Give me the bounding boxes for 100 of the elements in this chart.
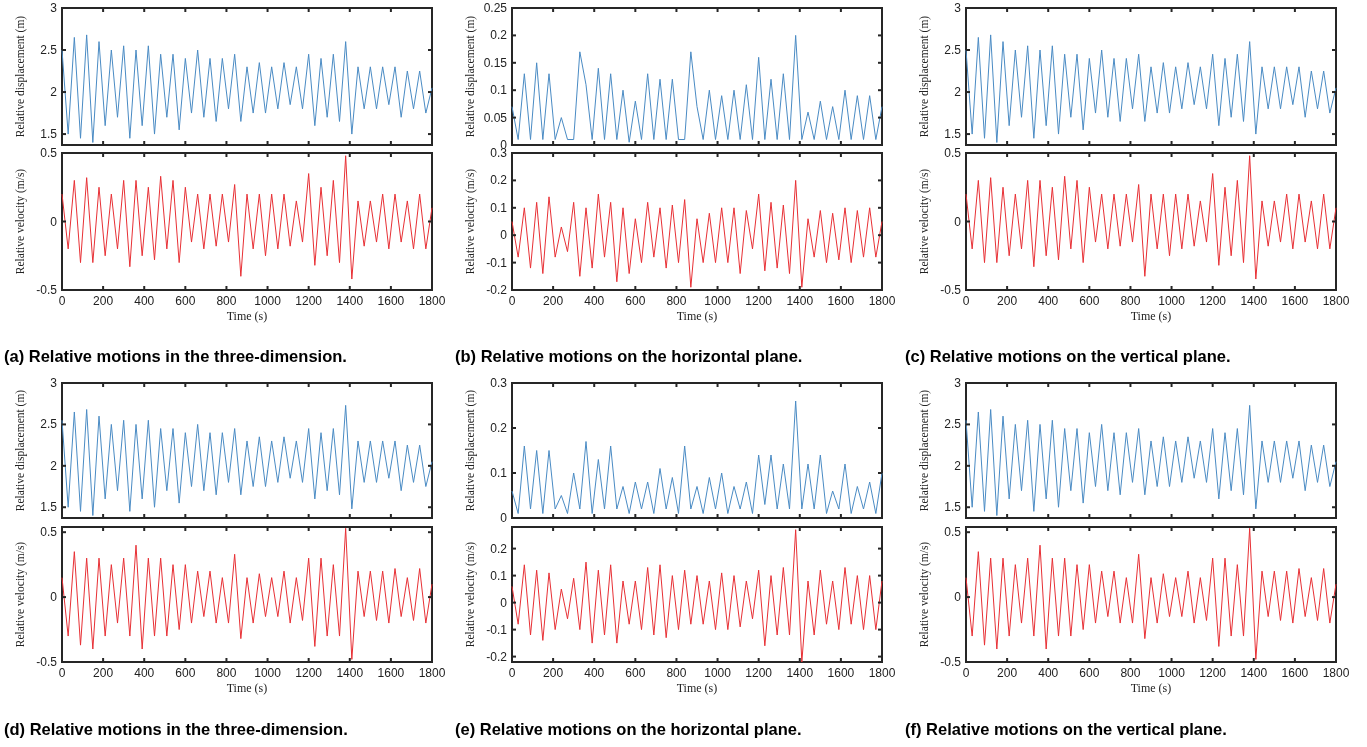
x-axis-title: Time (s) [226, 309, 268, 323]
line-series [61, 34, 433, 143]
x-tick-label: 400 [134, 294, 155, 308]
x-tick-label: 1800 [868, 294, 896, 308]
x-tick-label: 600 [175, 294, 196, 308]
line-series [61, 155, 433, 280]
x-tick-label: 200 [997, 294, 1018, 308]
x-tick-label: 1800 [418, 294, 446, 308]
x-axis-title: Time (s) [676, 309, 718, 323]
y-tick-label: 3 [50, 376, 58, 390]
x-tick-label: 800 [1120, 666, 1141, 680]
x-tick-label: 400 [1038, 294, 1059, 308]
y-tick-label: 0 [500, 228, 508, 243]
y-tick-label: -0.5 [940, 283, 962, 297]
x-tick-label: 1600 [377, 294, 405, 308]
line-series [511, 34, 883, 143]
x-tick-label: 400 [584, 294, 605, 308]
y-tick-label: 0 [954, 590, 962, 605]
x-tick-label: 1800 [868, 666, 896, 680]
x-tick-label: 1400 [336, 666, 364, 680]
x-tick-label: 1000 [1158, 666, 1186, 680]
text: (f) Relative motions on the vertical plane. [905, 720, 1227, 738]
y-tick-label: 2 [50, 458, 58, 473]
x-tick-label: 800 [216, 294, 237, 308]
x-tick-label: 1200 [745, 666, 773, 680]
y-tick-label: 3 [50, 1, 58, 15]
y-tick-label: 2.5 [40, 43, 58, 58]
x-tick-label: 1600 [827, 294, 855, 308]
x-axis-title: Time (s) [1130, 309, 1172, 323]
y-tick-label: 0.5 [944, 525, 962, 540]
x-tick-label: 1800 [1322, 666, 1350, 680]
x-tick-label: 600 [625, 666, 646, 680]
x-tick-label: 600 [1079, 294, 1100, 308]
y-tick-label: 2 [954, 85, 962, 100]
y-tick-label: 2.5 [944, 43, 962, 58]
y-tick-label: 0 [50, 214, 58, 229]
y-tick-label: 2.5 [40, 417, 58, 432]
y-tick-label: 0.1 [490, 568, 508, 583]
y-tick-label: 0 [500, 595, 508, 610]
text: (a) Relative motions in the three-dimension. [4, 347, 347, 365]
y-tick-label: 0.25 [483, 1, 508, 15]
y-axis-title: Relative displacement (m) [464, 389, 477, 512]
y-axis-title: Relative velocity (m/s) [14, 168, 27, 275]
y-tick-label: 0.5 [944, 146, 962, 160]
y-axis-title: Relative displacement (m) [918, 15, 931, 138]
x-tick-label: 200 [543, 294, 564, 308]
x-tick-label: 600 [175, 666, 196, 680]
x-tick-label: 1000 [254, 666, 282, 680]
y-tick-label: 2 [50, 85, 58, 100]
line-series [965, 155, 1337, 280]
line-series [511, 179, 883, 288]
y-axis-title: Relative velocity (m/s) [464, 541, 477, 648]
y-tick-label: 1.5 [944, 127, 962, 142]
x-tick-label: 1200 [295, 666, 323, 680]
y-tick-label: 0.1 [490, 83, 508, 98]
x-tick-label: 1000 [254, 294, 282, 308]
y-axis-title: Relative displacement (m) [464, 15, 477, 138]
x-tick-label: 1400 [1240, 294, 1268, 308]
y-tick-label: -0.5 [940, 655, 962, 669]
y-axis-title: Relative velocity (m/s) [918, 168, 931, 275]
y-tick-label: 0.1 [490, 200, 508, 215]
text: (e) Relative motions on the horizontal plane. [455, 720, 802, 738]
y-tick-label: 0.1 [490, 466, 508, 480]
line-series [965, 404, 1337, 517]
x-tick-label: 1400 [786, 666, 814, 680]
x-tick-label: 1800 [418, 666, 446, 680]
y-tick-label: 0.5 [40, 146, 58, 160]
y-tick-label: 0.2 [490, 421, 508, 435]
y-tick-label: 0.5 [40, 525, 58, 540]
x-tick-label: 1400 [1240, 666, 1268, 680]
x-tick-label: 200 [997, 666, 1018, 680]
x-tick-label: 1600 [1281, 294, 1309, 308]
y-axis-title: Relative velocity (m/s) [918, 541, 931, 648]
y-tick-label: 0.15 [483, 55, 508, 70]
x-tick-label: 1200 [1199, 294, 1227, 308]
x-tick-label: 200 [543, 666, 564, 680]
x-tick-label: 600 [1079, 666, 1100, 680]
x-tick-label: 1000 [704, 294, 732, 308]
x-tick-label: 1400 [336, 294, 364, 308]
y-tick-label: 3 [954, 376, 962, 390]
x-tick-label: 1200 [295, 294, 323, 308]
y-axis-title: Relative velocity (m/s) [14, 541, 27, 648]
y-axis-title: Relative displacement (m) [918, 389, 931, 512]
text: (c) Relative motions on the vertical plane. [905, 347, 1231, 365]
y-tick-label: -0.2 [486, 283, 508, 297]
y-axis-title: Relative displacement (m) [14, 15, 27, 138]
x-tick-label: 1800 [1322, 294, 1350, 308]
x-tick-label: 800 [666, 666, 687, 680]
x-axis-title: Time (s) [676, 681, 718, 695]
x-tick-label: 200 [93, 666, 114, 680]
y-tick-label: 2 [954, 458, 962, 473]
y-tick-label: 1.5 [40, 500, 58, 515]
y-tick-label: 0.2 [490, 28, 508, 43]
y-tick-label: 0.05 [483, 110, 508, 125]
x-axis-title: Time (s) [1130, 681, 1172, 695]
x-tick-label: 1200 [1199, 666, 1227, 680]
y-tick-label: 0 [500, 511, 508, 525]
x-tick-label: 400 [134, 666, 155, 680]
y-tick-label: 0 [954, 214, 962, 229]
y-tick-label: -0.5 [36, 655, 58, 669]
